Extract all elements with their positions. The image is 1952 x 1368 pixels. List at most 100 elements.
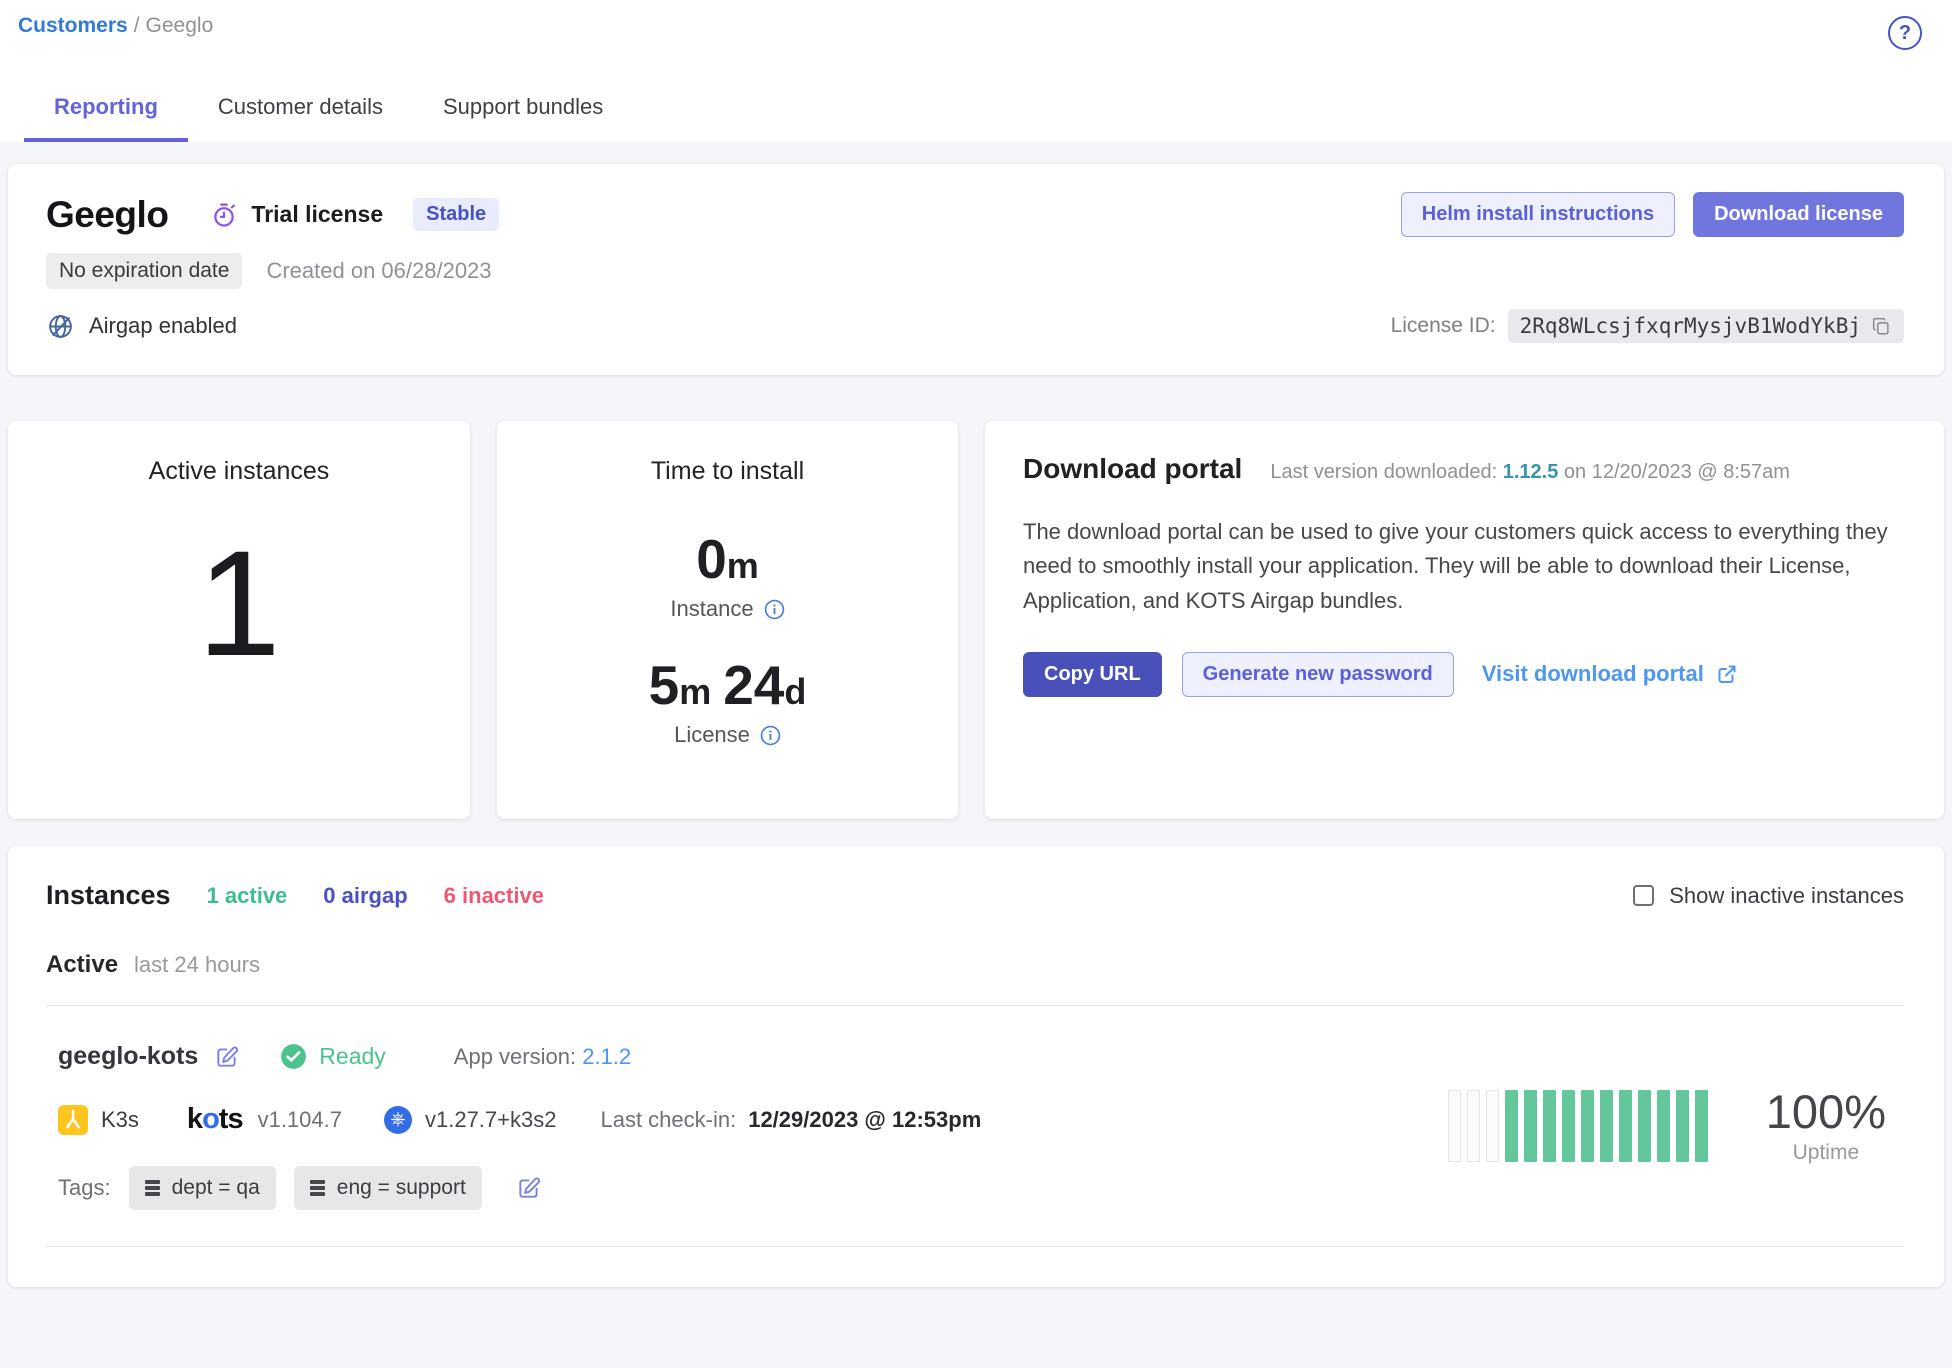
license-time-unit-1: m xyxy=(679,671,712,712)
last-version-prefix: Last version downloaded: xyxy=(1270,461,1498,483)
main-content: Geeglo Trial license Stable Helm install… xyxy=(0,142,1952,1295)
uptime-bar xyxy=(1466,1090,1480,1162)
page-header: Customers/Geeglo Reporting Customer deta… xyxy=(0,0,1952,142)
divider xyxy=(46,1246,1904,1247)
last-version-link[interactable]: 1.12.5 xyxy=(1502,461,1559,483)
channel-badge: Stable xyxy=(413,198,500,231)
active-section-heading: Active xyxy=(46,951,119,978)
license-install-time: 5m 24d xyxy=(497,658,958,713)
uptime-bar xyxy=(1561,1090,1575,1162)
copy-url-button[interactable]: Copy URL xyxy=(1023,651,1162,697)
customer-summary-card: Geeglo Trial license Stable Helm install… xyxy=(8,164,1944,375)
created-date: Created on 06/28/2023 xyxy=(266,258,492,283)
tag-icon xyxy=(144,1180,160,1196)
time-to-install-card: Time to install 0m Instance 5m 24d Licens… xyxy=(497,421,958,819)
tab-customer-details[interactable]: Customer details xyxy=(217,94,383,119)
airgap-globe-icon xyxy=(49,314,72,338)
uptime-bar xyxy=(1694,1090,1708,1162)
instance-time-unit: m xyxy=(726,545,759,586)
license-id-value: 2Rq8WLcsjfxqrMysjvB1WodYkBj xyxy=(1519,314,1861,338)
license-time-value-2: 24 xyxy=(723,654,785,716)
edit-tags-icon[interactable] xyxy=(516,1175,542,1201)
download-license-button[interactable]: Download license xyxy=(1693,192,1904,237)
active-instances-card: Active instances 1 xyxy=(8,421,470,819)
kubernetes-version: v1.27.7+k3s2 xyxy=(424,1106,557,1132)
generate-new-password-button[interactable]: Generate new password xyxy=(1181,651,1454,697)
uptime-bars xyxy=(1447,1090,1708,1162)
count-airgap: 0 airgap xyxy=(323,882,408,908)
instances-card: Instances 1 active 0 airgap 6 inactive S… xyxy=(8,846,1944,1287)
active-section-subheading: last 24 hours xyxy=(134,952,261,977)
app-version-label: App version: xyxy=(453,1043,577,1069)
copy-license-id-icon[interactable] xyxy=(1870,315,1892,337)
tags-label: Tags: xyxy=(58,1175,111,1200)
instance-time-label: Instance xyxy=(670,596,754,621)
active-instances-title: Active instances xyxy=(148,457,330,485)
show-inactive-label: Show inactive instances xyxy=(1669,882,1904,908)
distribution: K3s xyxy=(58,1104,139,1135)
tag-icon xyxy=(309,1180,325,1196)
instance-name: geeglo-kots xyxy=(58,1042,199,1070)
breadcrumb-separator: / xyxy=(133,14,140,37)
instance-info-icon[interactable] xyxy=(764,599,785,620)
divider xyxy=(46,1005,1904,1006)
license-id-label: License ID: xyxy=(1390,314,1496,337)
visit-download-portal-link[interactable]: Visit download portal xyxy=(1482,661,1739,687)
airgap-status: Airgap enabled xyxy=(46,312,237,341)
active-instances-value: 1 xyxy=(197,519,281,687)
download-portal-title: Download portal xyxy=(1023,453,1243,484)
uptime-bar xyxy=(1504,1090,1518,1162)
breadcrumb: Customers / Geeglo xyxy=(16,14,213,38)
ready-check-icon xyxy=(281,1044,307,1069)
uptime-label: Uptime xyxy=(1792,1140,1860,1164)
show-inactive-toggle[interactable]: Show inactive instances xyxy=(1633,883,1904,909)
airgap-label: Airgap enabled xyxy=(89,313,238,338)
expiration-badge: No expiration date xyxy=(46,253,243,289)
helm-install-instructions-button[interactable]: Helm install instructions xyxy=(1400,192,1676,237)
help-icon[interactable] xyxy=(1888,16,1922,50)
instance-status-label: Ready xyxy=(319,1043,386,1069)
last-version-downloaded: Last version downloaded: 1.12.5 on 12/20… xyxy=(1270,461,1790,484)
license-type: Trial license xyxy=(210,201,383,229)
license-id-chip: 2Rq8WLcsjfxqrMysjvB1WodYkBj xyxy=(1507,309,1904,343)
trial-timer-icon xyxy=(214,203,236,227)
uptime-bar xyxy=(1675,1090,1689,1162)
uptime-value: 100% xyxy=(1765,1084,1886,1138)
edit-instance-name-icon[interactable] xyxy=(214,1044,240,1070)
uptime-bar xyxy=(1656,1090,1670,1162)
kots-logo: kots xyxy=(186,1103,244,1135)
last-version-suffix: on 12/20/2023 @ 8:57am xyxy=(1563,461,1790,483)
license-time-value-1: 5 xyxy=(648,654,680,716)
tab-support-bundles[interactable]: Support bundles xyxy=(442,94,604,119)
instances-title: Instances xyxy=(46,880,171,910)
uptime-summary: 100% Uptime xyxy=(1766,1088,1886,1165)
tab-reporting[interactable]: Reporting xyxy=(24,80,188,142)
kots-version: v1.104.7 xyxy=(257,1106,342,1132)
tag-value: dept = qa xyxy=(171,1176,260,1199)
uptime-bar xyxy=(1523,1090,1537,1162)
uptime-bar xyxy=(1599,1090,1613,1162)
breadcrumb-current: Geeglo xyxy=(145,14,214,37)
uptime-bar xyxy=(1542,1090,1556,1162)
uptime-bar xyxy=(1618,1090,1632,1162)
tag-pill: dept = qa xyxy=(128,1166,276,1210)
last-checkin-label: Last check-in: xyxy=(600,1106,737,1132)
external-link-icon xyxy=(1718,665,1736,684)
k3s-icon xyxy=(58,1104,88,1135)
uptime-bar xyxy=(1447,1090,1461,1162)
app-version-link[interactable]: 2.1.2 xyxy=(582,1043,632,1069)
show-inactive-checkbox[interactable] xyxy=(1633,885,1655,906)
license-type-label: Trial license xyxy=(251,201,384,227)
uptime-bar xyxy=(1485,1090,1499,1162)
license-time-unit-2: d xyxy=(784,671,807,712)
instance-row: geeglo-kots Ready App version: xyxy=(46,1006,1904,1210)
customer-name: Geeglo xyxy=(46,193,169,235)
instance-status: Ready xyxy=(280,1043,386,1070)
license-time-label: License xyxy=(674,722,750,747)
download-portal-card: Download portal Last version downloaded:… xyxy=(985,421,1944,819)
count-active: 1 active xyxy=(206,882,288,908)
tag-pill: eng = support xyxy=(293,1166,482,1210)
breadcrumb-customers-link[interactable]: Customers xyxy=(18,14,128,37)
kubernetes-icon xyxy=(383,1105,412,1134)
license-info-icon[interactable] xyxy=(760,725,781,746)
